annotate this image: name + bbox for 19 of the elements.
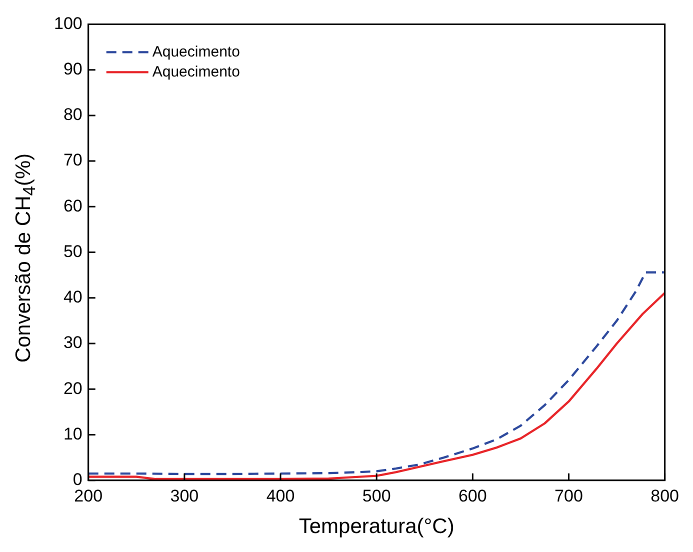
legend-label: Aquecimento	[152, 43, 240, 60]
x-tick-label: 400	[266, 486, 295, 506]
y-tick-label: 100	[54, 14, 82, 33]
y-tick-label: 80	[63, 105, 82, 124]
x-tick-label: 500	[362, 486, 391, 506]
x-tick-label: 300	[170, 486, 199, 506]
y-tick-label: 70	[63, 150, 82, 170]
y-tick-label: 10	[63, 424, 82, 444]
y-tick-label: 90	[63, 60, 82, 79]
y-tick-label: 30	[63, 333, 82, 352]
x-tick-label: 600	[458, 486, 487, 506]
legend-label: Aquecimento	[152, 63, 240, 80]
x-tick-label: 700	[554, 486, 583, 506]
y-tick-label: 60	[63, 196, 82, 216]
y-tick-label: 50	[63, 242, 82, 261]
y-tick-label: 40	[63, 288, 82, 307]
x-axis-title: Temperatura(°C)	[298, 515, 454, 538]
x-tick-label: 800	[650, 486, 680, 506]
y-tick-label: 20	[63, 378, 82, 398]
